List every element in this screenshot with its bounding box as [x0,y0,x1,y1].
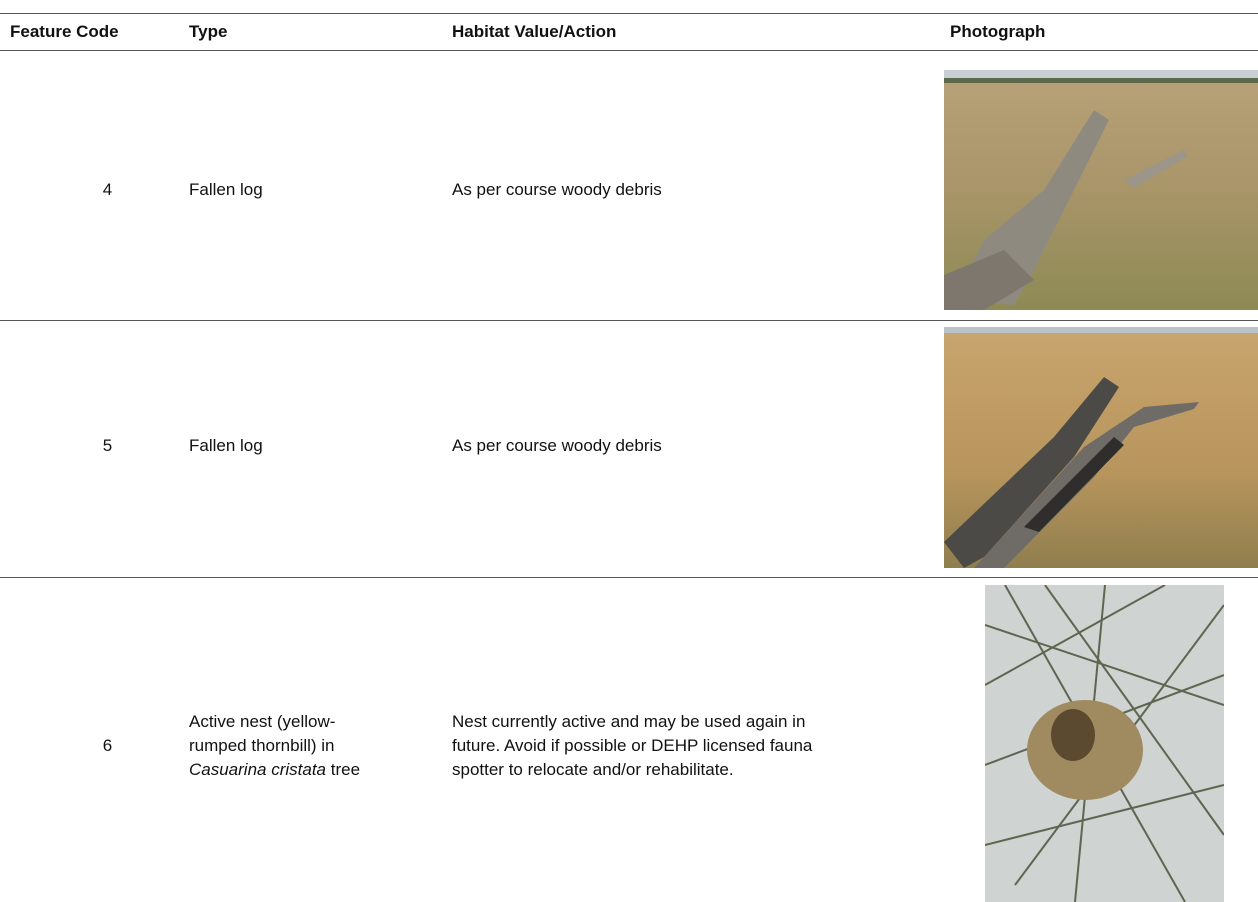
type: Active nest (yellow-rumped thornbill) in… [189,710,379,782]
type-text: tree [326,760,361,779]
feature-code: 5 [102,436,113,455]
header-cell: Photograph [950,22,1046,41]
type-text: Fallen log [189,436,263,455]
photograph [944,327,1258,568]
header-cell: Habitat Value/Action [452,22,617,41]
top-rule [0,13,1258,14]
habitat: As per course woody debris [452,436,662,455]
type: Fallen log [189,178,379,202]
row-rule [0,577,1258,578]
feature-code: 6 [102,736,113,755]
photograph [985,585,1224,902]
header-rule [0,50,1258,51]
row-rule [0,320,1258,321]
header-cell: Feature Code [10,22,119,41]
habitat: As per course woody debris [452,180,662,199]
type: Fallen log [189,434,379,458]
habitat: Nest currently active and may be used ag… [452,712,813,779]
type-text: Fallen log [189,180,263,199]
type-text: Active nest (yellow-rumped thornbill) in [189,712,336,755]
species-name: Casuarina cristata [189,760,327,779]
feature-code: 4 [102,180,113,199]
photograph [944,70,1258,310]
header-cell: Type [189,22,228,41]
